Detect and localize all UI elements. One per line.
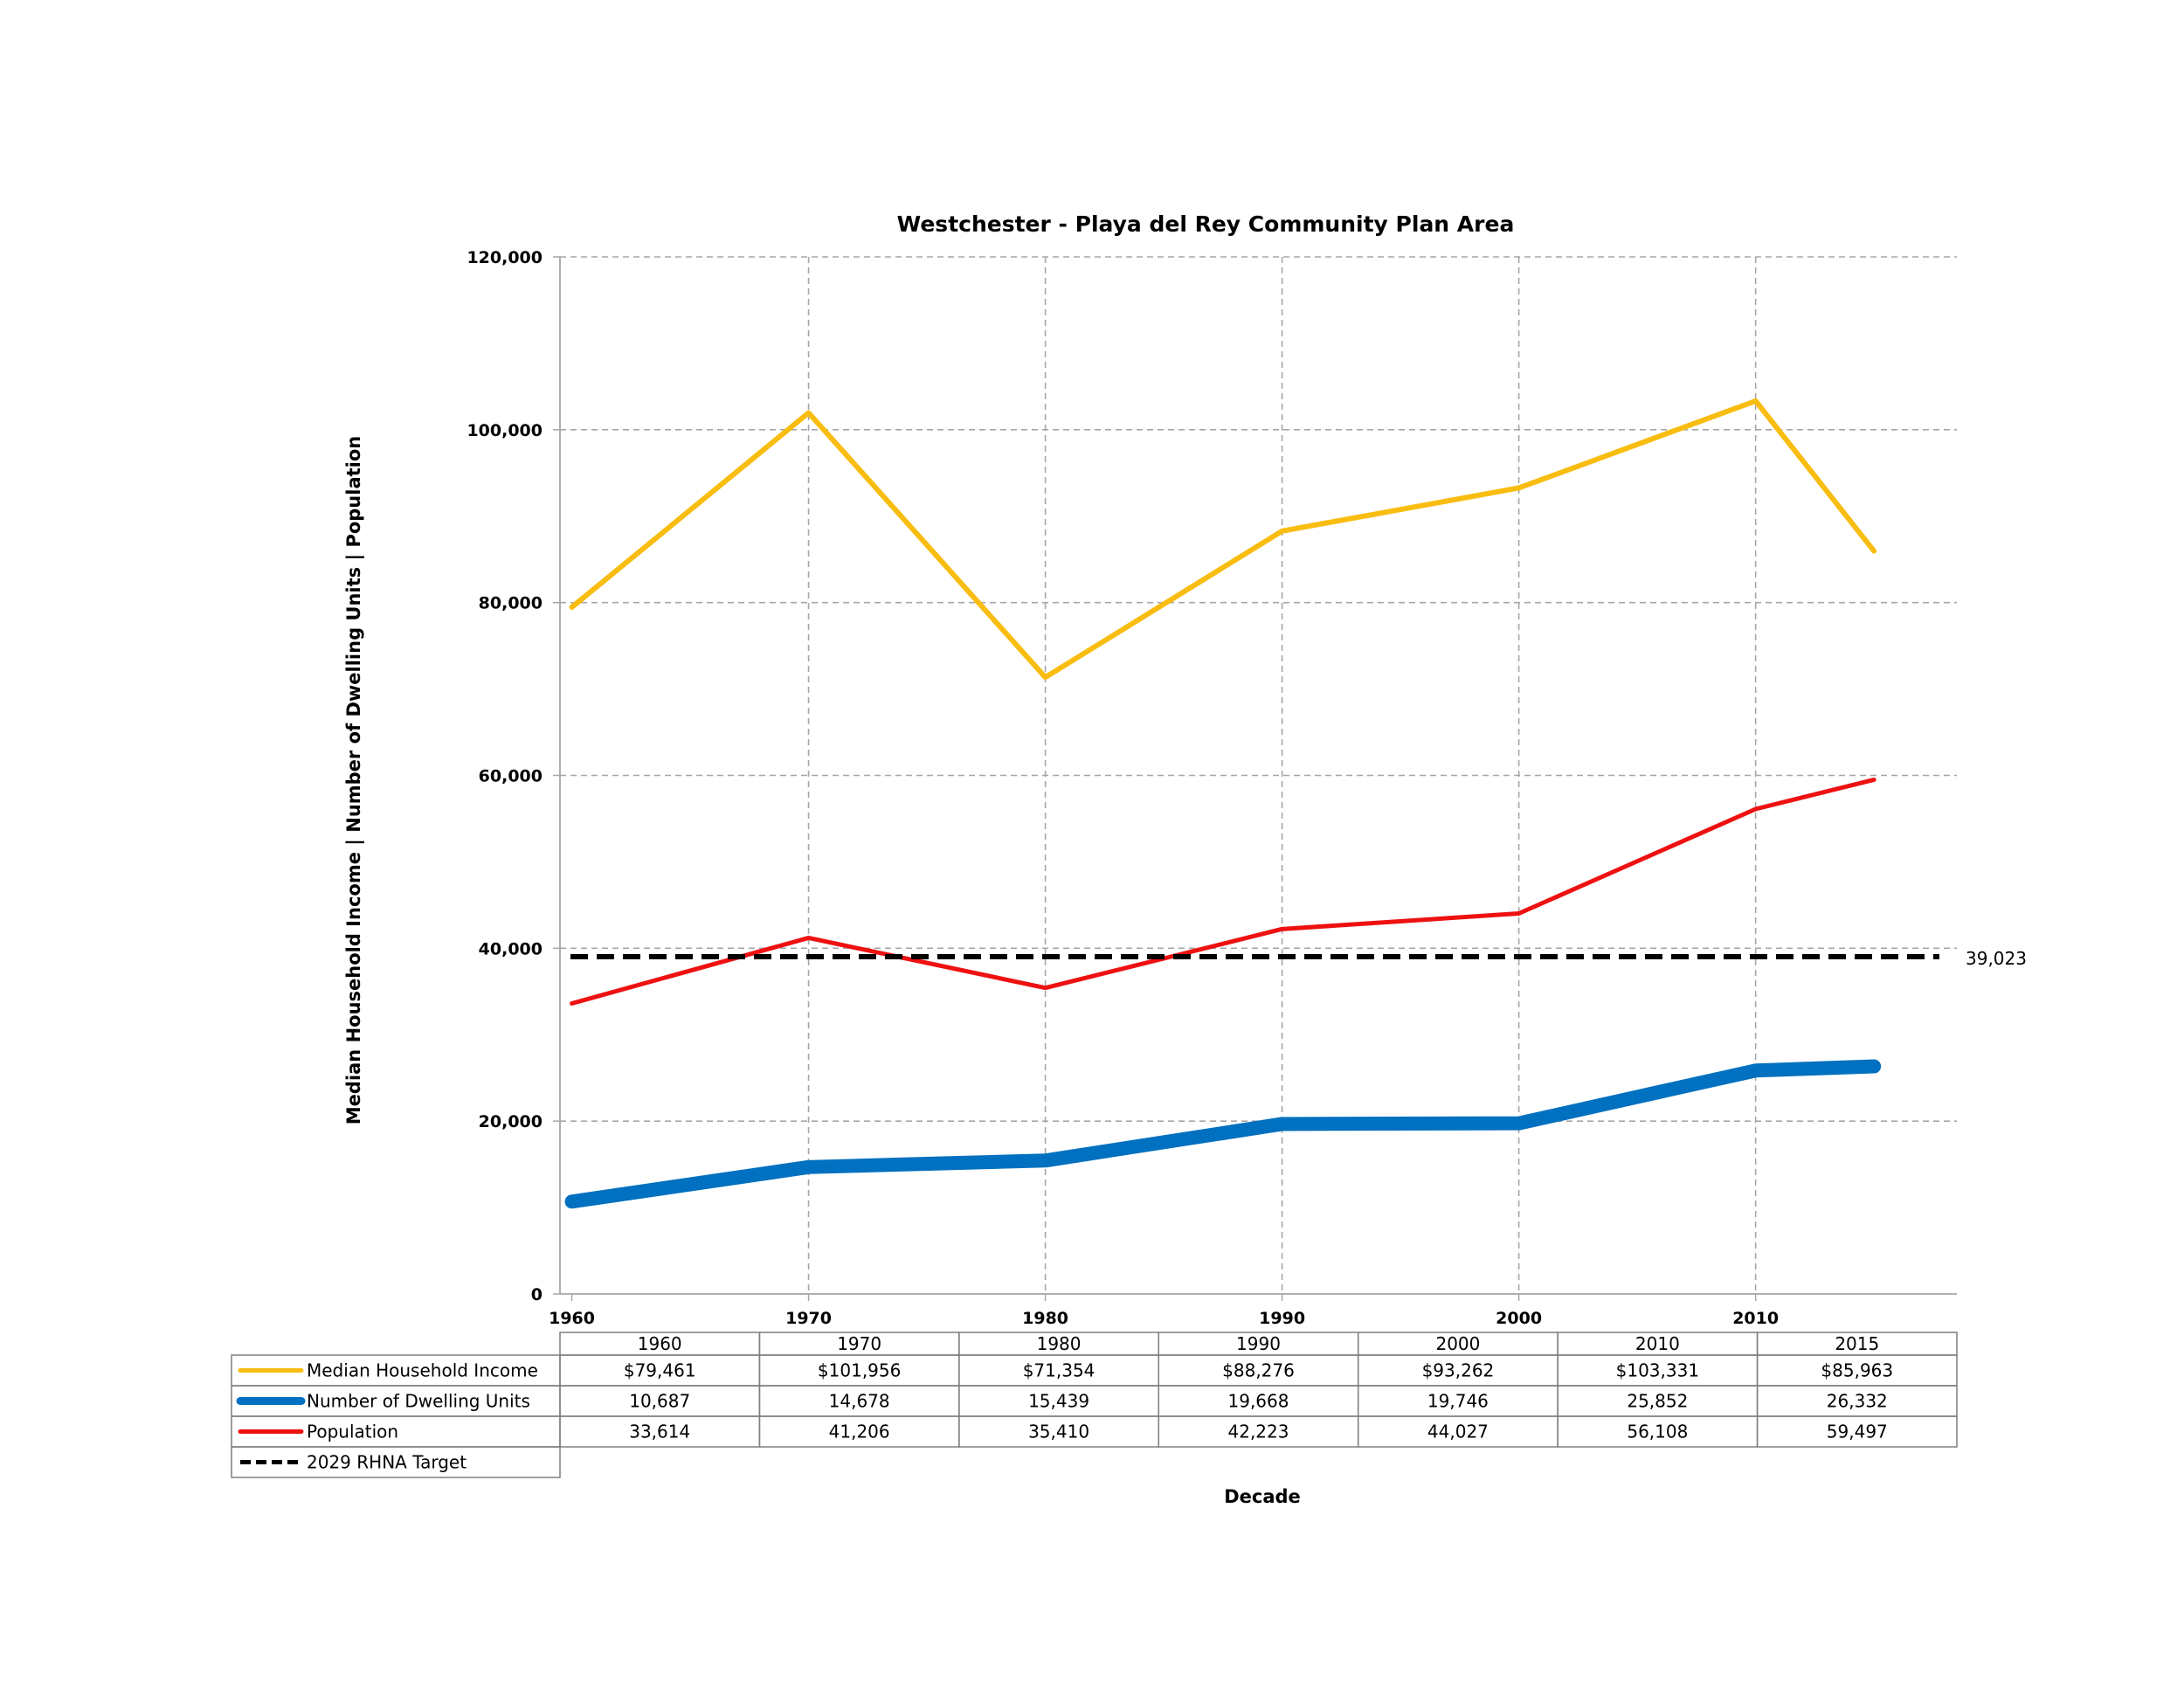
table-header-label: 1990 [1236, 1333, 1281, 1354]
y-axis-ticks: 0 20,000 40,000 60,000 80,000 100,000 120,000 [467, 248, 543, 1304]
income-line [569, 398, 1877, 681]
dwelling-units-line [564, 1059, 1882, 1209]
y-tick-label: 0 [531, 1285, 543, 1304]
table-cell-value: 35,410 [1028, 1422, 1089, 1442]
y-tick-label: 40,000 [479, 939, 543, 958]
table-cell-value: 10,687 [629, 1391, 690, 1412]
table-cell-value: 42,223 [1228, 1422, 1289, 1442]
data-table: 1960 1970 1980 1990 2000 2010 2015 Median House… [231, 1332, 1958, 1478]
table-cell [1756, 1415, 1958, 1448]
table-cell-value: 56,108 [1627, 1422, 1688, 1442]
x-tick-label: 1980 [1022, 1309, 1068, 1328]
table-cell-value: 59,497 [1827, 1422, 1888, 1442]
table-header-label: 1970 [837, 1333, 881, 1354]
table-cell-value: $88,276 [1222, 1360, 1295, 1381]
target-legend-label: 2029 RHNA Target [307, 1452, 467, 1473]
table-cell-value: 33,614 [629, 1422, 690, 1442]
y-tick-label: 120,000 [467, 248, 543, 267]
table-cell-value: 44,027 [1427, 1422, 1489, 1442]
x-tick-label: 1990 [1259, 1309, 1305, 1328]
table-cell-value: $71,354 [1023, 1360, 1095, 1381]
target-label: 39,023 [1966, 948, 2027, 969]
table-cell-value: 41,206 [829, 1422, 890, 1442]
table-cell-value: 25,852 [1627, 1391, 1688, 1412]
population-line [570, 777, 1876, 1007]
chart-title: Westchester - Playa del Rey Community Pl… [897, 211, 1515, 237]
population-legend-label: Population [307, 1422, 398, 1442]
rhna-target: 39,023 [570, 948, 2027, 969]
dwelling-units-legend-label: Number of Dwelling Units [307, 1391, 530, 1412]
table-cell-value: 14,678 [829, 1391, 890, 1412]
table-header-label: 2010 [1635, 1333, 1680, 1354]
table-cell-value: $93,262 [1422, 1360, 1495, 1381]
y-tick-label: 60,000 [479, 767, 543, 786]
x-axis-ticks: 1960 1970 1980 1990 2000 2010 [549, 1309, 1779, 1328]
income-legend-label: Median Household Income [307, 1360, 538, 1381]
table-cell-value: $101,956 [818, 1360, 901, 1381]
x-axis-label: Decade [1224, 1486, 1301, 1507]
table-cell-value: 15,439 [1028, 1391, 1089, 1412]
legend-cell [231, 1446, 561, 1478]
table-cell-value: $103,331 [1616, 1360, 1699, 1381]
table-cell-value: $85,963 [1821, 1360, 1893, 1381]
axes [553, 256, 1957, 1301]
series-lines [564, 398, 1882, 1209]
x-tick-label: 2000 [1496, 1309, 1542, 1328]
table-cell-value: $79,461 [624, 1360, 696, 1381]
table-header-label: 1960 [638, 1333, 682, 1354]
table-header-label: 2000 [1435, 1333, 1480, 1354]
table-header-label: 2015 [1835, 1333, 1879, 1354]
x-tick-label: 2010 [1732, 1309, 1779, 1328]
gridlines [560, 256, 1957, 1294]
table-cell-value: 19,668 [1228, 1391, 1289, 1412]
x-tick-label: 1960 [549, 1309, 595, 1328]
table-header-label: 1980 [1037, 1333, 1082, 1354]
y-tick-label: 80,000 [479, 594, 543, 613]
table-cell-value: 19,746 [1427, 1391, 1489, 1412]
y-axis-label: Median Household Income | Number of Dwel… [343, 436, 365, 1124]
y-tick-label: 100,000 [467, 421, 543, 440]
table-cell-value: 26,332 [1827, 1391, 1888, 1412]
x-tick-label: 1970 [785, 1309, 832, 1328]
y-tick-label: 20,000 [479, 1112, 543, 1131]
